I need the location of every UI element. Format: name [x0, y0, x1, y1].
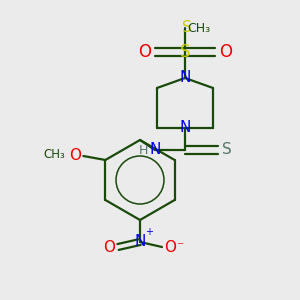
Text: ⁻: ⁻	[176, 240, 183, 254]
Text: S: S	[182, 20, 192, 35]
Text: S: S	[222, 142, 232, 158]
Text: O: O	[138, 43, 151, 61]
Text: CH₃: CH₃	[44, 148, 65, 160]
Text: CH₃: CH₃	[187, 22, 210, 34]
Text: +: +	[145, 227, 153, 237]
Text: O: O	[69, 148, 81, 164]
Text: N: N	[179, 121, 191, 136]
Text: O: O	[219, 43, 232, 61]
Text: H: H	[139, 143, 148, 157]
Text: N: N	[149, 142, 161, 158]
Text: S: S	[180, 43, 190, 61]
Text: O: O	[103, 239, 115, 254]
Text: N: N	[179, 70, 191, 86]
Text: N: N	[134, 235, 146, 250]
Text: O: O	[164, 239, 176, 254]
